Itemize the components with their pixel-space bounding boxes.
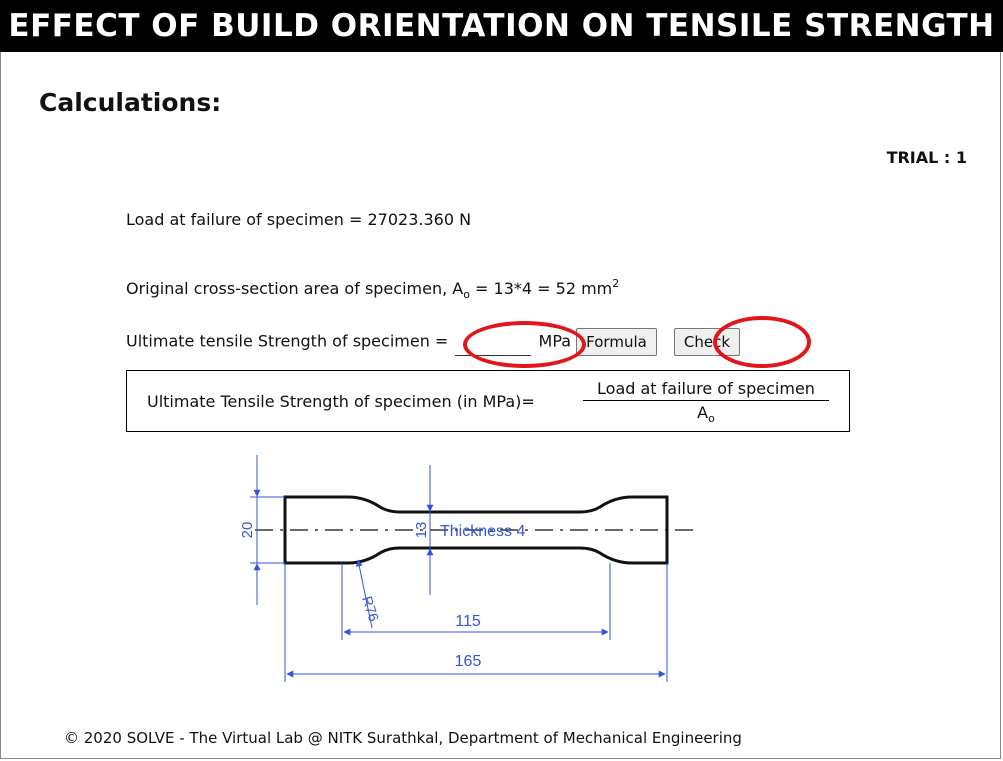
- page-header: EFFECT OF BUILD ORIENTATION ON TENSILE S…: [0, 0, 1003, 52]
- formula-box: Ultimate Tensile Strength of specimen (i…: [126, 370, 850, 432]
- check-button[interactable]: Check: [673, 328, 741, 356]
- formula-denominator-sub: o: [708, 412, 715, 425]
- area-subscript: o: [463, 288, 470, 301]
- gauge-length-label: 115: [455, 613, 481, 630]
- dim-neck-label: 13: [413, 522, 430, 539]
- area-line: Original cross-section area of specimen,…: [126, 277, 619, 301]
- uts-label: Ultimate tensile Strength of specimen =: [126, 331, 449, 351]
- formula-button[interactable]: Formula: [576, 328, 657, 356]
- section-title: Calculations:: [39, 88, 222, 117]
- uts-answer-input[interactable]: [455, 333, 532, 356]
- trial-label: TRIAL : 1: [886, 148, 967, 167]
- total-length-label: 165: [455, 653, 482, 670]
- dim-width-label: 20: [239, 522, 256, 539]
- formula-fraction: Load at failure of specimen Ao: [583, 379, 829, 425]
- footer-text: © 2020 SOLVE - The Virtual Lab @ NITK Su…: [64, 729, 742, 747]
- page-title: EFFECT OF BUILD ORIENTATION ON TENSILE S…: [8, 8, 995, 44]
- formula-denominator: Ao: [583, 401, 829, 425]
- radius-label: R76: [359, 594, 382, 624]
- area-prefix: Original cross-section area of specimen,…: [126, 279, 464, 298]
- load-line: Load at failure of specimen = 27023.360 …: [126, 210, 472, 229]
- area-mid: = 13*4 = 52 mm: [469, 279, 613, 298]
- formula-numerator: Load at failure of specimen: [583, 379, 829, 401]
- thickness-label: Thickness 4: [440, 523, 525, 540]
- uts-line: Ultimate tensile Strength of specimen = …: [126, 328, 741, 356]
- formula-label: Ultimate Tensile Strength of specimen (i…: [147, 392, 535, 411]
- uts-unit: MPa: [538, 331, 572, 351]
- radius-leader: [355, 559, 373, 629]
- specimen-diagram: 20 13 Thickness 4 R76 115 165: [239, 455, 695, 682]
- area-superscript: 2: [612, 277, 620, 290]
- formula-denominator-main: A: [697, 403, 709, 422]
